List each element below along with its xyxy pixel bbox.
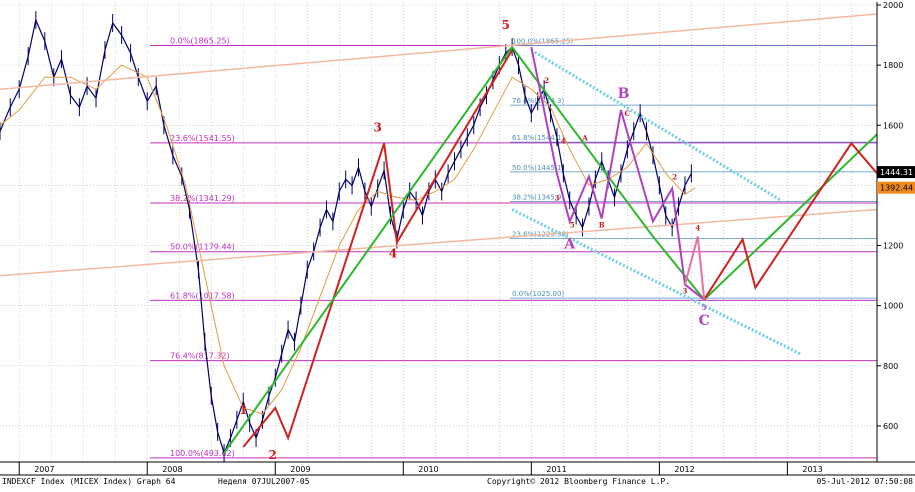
series-wave-7 [223,45,878,454]
price-tag-label-0: 1444.31 [880,168,913,177]
wave-label-7: C [699,313,710,329]
wave-label-5: A [563,237,576,253]
series-channel-5 [511,208,801,356]
wave-label-3: 4 [389,247,397,261]
fib-secondary-label-6: 0.0%(1025.00) [512,290,564,298]
wave-label-11: 3 [554,193,559,202]
y-tick-label-2: 1000 [883,302,903,311]
wave-label-18: 5 [702,303,707,312]
wave-label-8: 2 [544,76,549,85]
x-tick-label-2: 2009 [290,465,310,474]
fib-secondary-label-2: 61.8%(1544.1) [512,134,564,142]
x-tick-label-0: 2007 [34,465,54,474]
series-wave-6 [242,49,513,448]
x-tick-label-4: 2011 [546,465,566,474]
wave-label-0: 1 [239,403,247,417]
y-tick-label-3: 1200 [883,242,903,251]
fib-main-label-2: 38.2%(1341.29) [170,194,235,203]
price-tag-box-1 [877,181,915,194]
wave-label-1: 2 [269,448,277,462]
footer-copyright: Copyright© 2012 Bloomberg Finance L.P. [487,477,670,486]
fib-main-label-1: 23.6%(1541.55) [170,134,235,143]
x-tick-label-3: 2010 [418,465,438,474]
series-wave-8 [703,141,878,301]
footer-layer: INDEXCF Index (MICEX Index) Graph 64 Нед… [0,461,915,486]
x-tick-label-6: 2013 [802,465,822,474]
series-trend-2 [0,13,878,90]
fib-main-label-6: 100.0%(493.62) [170,449,235,458]
wave-label-9: 4 [561,136,566,145]
y-tick-label-7: 2000 [883,1,903,10]
wave-label-15: 2 [672,172,677,181]
axis-layer: 6008001000120014001600180020002007200820… [18,1,915,475]
wave-label-17: 3 [683,287,688,296]
fib-main-label-0: 0.0%(1865.25) [170,37,230,46]
x-tick-label-5: 2012 [674,465,694,474]
series-channel-4 [530,48,782,202]
wave-label-14: C [625,109,631,118]
y-tick-label-0: 600 [883,422,898,431]
fib-main-label-5: 76.4%(817.32) [170,352,230,361]
x-tick-label-1: 2008 [162,465,182,474]
footer-center: Неделя 07JUL2007-05 [218,477,310,486]
fib-secondary-label-0: 100.0%(1865.25) [512,38,573,46]
y-tick-label-6: 1800 [883,61,903,70]
fib-secondary-label-4: 38.2%(1345.9) [512,194,564,202]
wave-label-6: B [618,86,630,102]
price-tag-box-0 [877,166,915,179]
series-wave-10 [684,236,706,300]
footer-left: INDEXCF Index (MICEX Index) Graph 64 [2,477,176,486]
fib-main-label-4: 61.8%(1017.58) [170,291,235,300]
series-wave-9 [530,46,705,301]
wave-label-16: 4 [695,223,700,232]
fib-main-label-3: 50.0%(1179.44) [170,243,235,252]
y-tick-label-5: 1600 [883,121,903,130]
y-tick-label-1: 800 [883,362,898,371]
wave-label-4: 5 [502,18,510,32]
wave-label-12: 5 [570,220,575,229]
wave-label-13: B [599,220,605,229]
footer-right: 05-Jul-2012 07:50:08 [817,477,914,486]
fib-secondary-label-3: 50.0%(1445.1) [512,164,564,172]
price-tag-label-1: 1392.44 [880,184,913,193]
series-trend-3 [0,208,878,277]
series-layer [0,11,878,462]
wave-label-10: A [581,133,588,142]
wave-label-2: 3 [374,120,382,134]
